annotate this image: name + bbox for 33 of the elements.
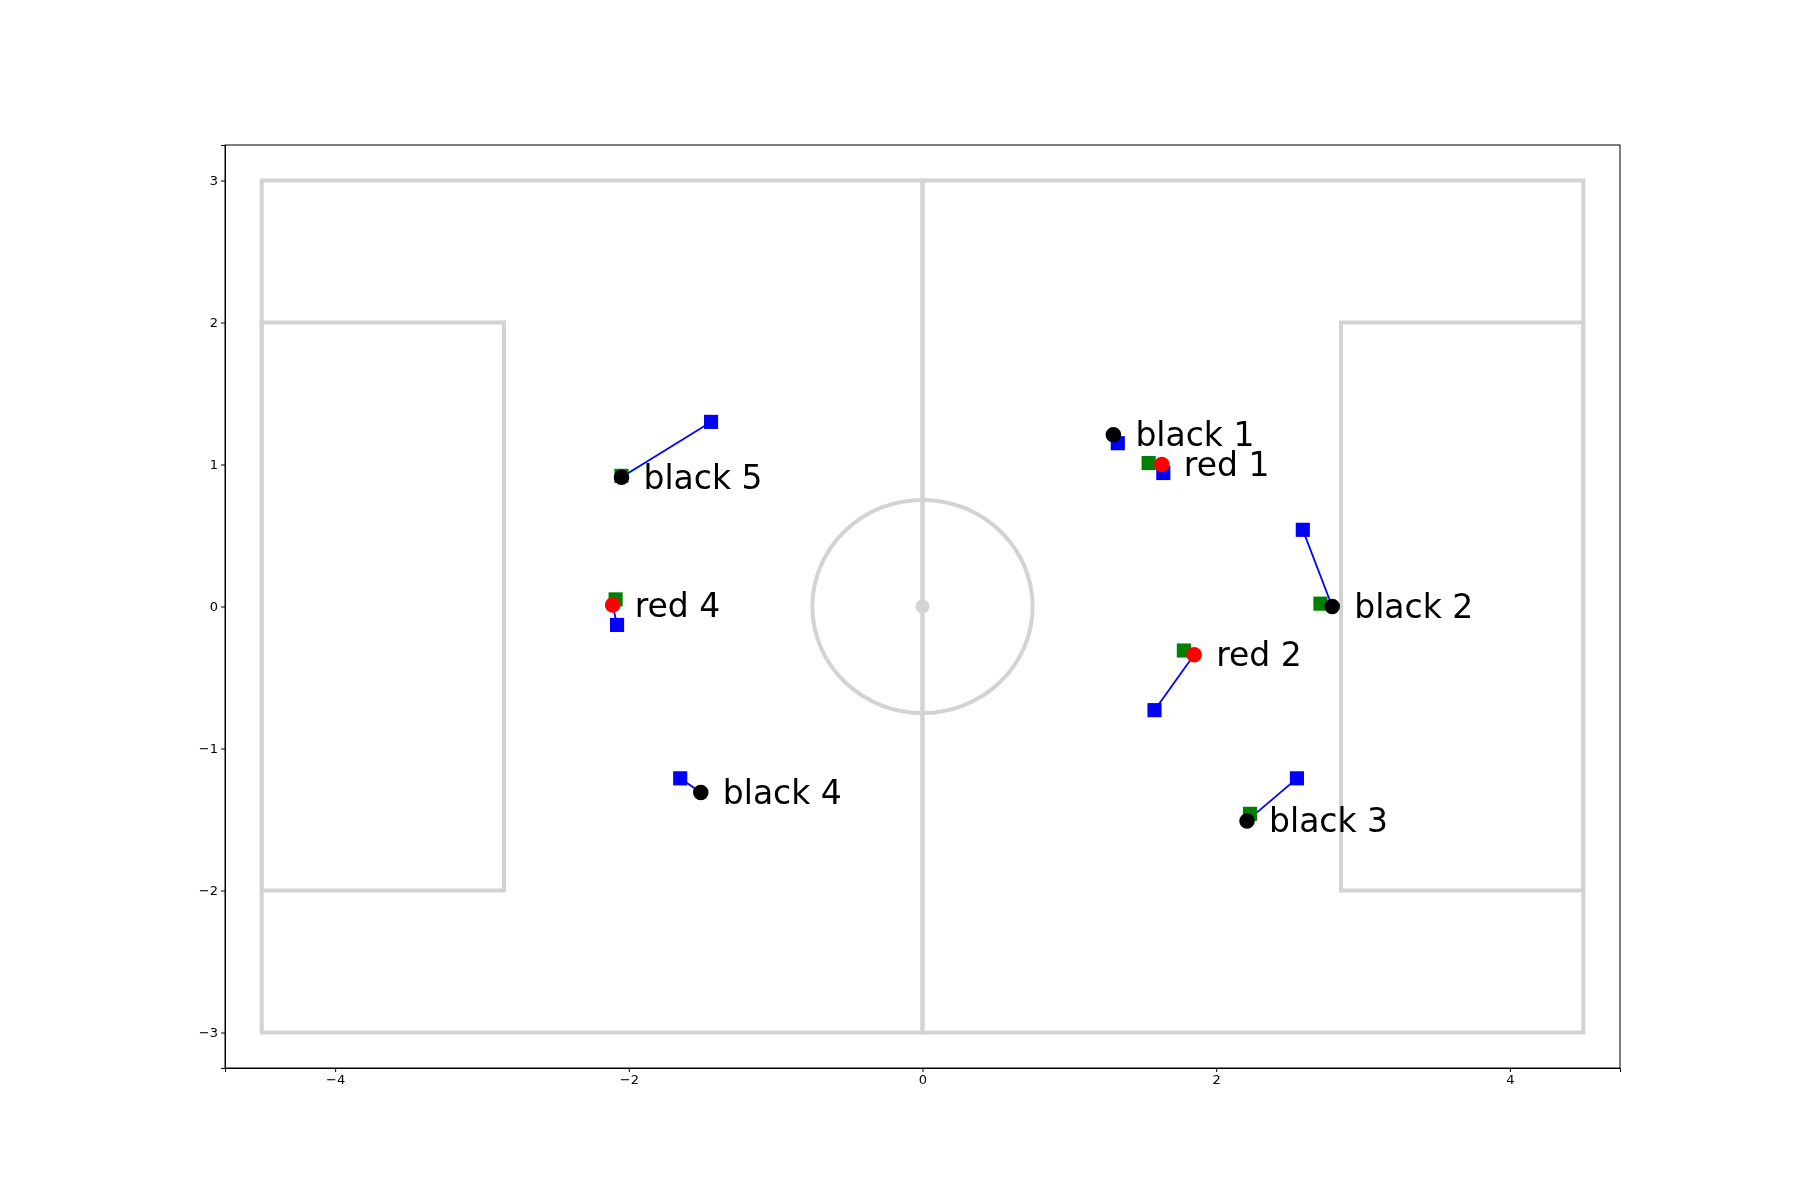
x-tick-label: 0 (918, 1072, 928, 1088)
y-tick-label: 0 (209, 599, 218, 615)
point (703, 414, 719, 429)
y-tick-label: 3 (209, 173, 218, 189)
point (1295, 522, 1310, 537)
point (1186, 647, 1202, 663)
y-tick-label: −2 (198, 883, 218, 899)
point (1239, 813, 1255, 829)
point (1147, 703, 1162, 718)
point (604, 597, 621, 613)
x-tick-label: 4 (1506, 1072, 1515, 1088)
annotation: black 3 (1269, 801, 1389, 841)
x-tick-label: −2 (619, 1072, 639, 1088)
y-tick-label: −3 (198, 1025, 218, 1041)
point (1141, 456, 1156, 471)
point (692, 784, 709, 801)
x-tick-label: 2 (1212, 1072, 1221, 1088)
point (1154, 456, 1170, 473)
annotation: red 4 (634, 585, 721, 625)
point (673, 771, 688, 786)
point (610, 617, 625, 633)
point (1105, 426, 1122, 443)
y-tick-label: 2 (209, 315, 218, 331)
annotation: red 2 (1216, 635, 1302, 675)
y-tick-label: 1 (209, 457, 218, 473)
x-tick-label: −4 (326, 1072, 346, 1088)
annotation: black 4 (722, 773, 842, 813)
annotation: black 5 (643, 457, 763, 497)
point (1324, 598, 1340, 615)
point (1289, 771, 1305, 786)
y-tick-label: −1 (198, 741, 218, 757)
annotation: red 1 (1183, 445, 1270, 485)
annotation: black 2 (1354, 587, 1474, 627)
